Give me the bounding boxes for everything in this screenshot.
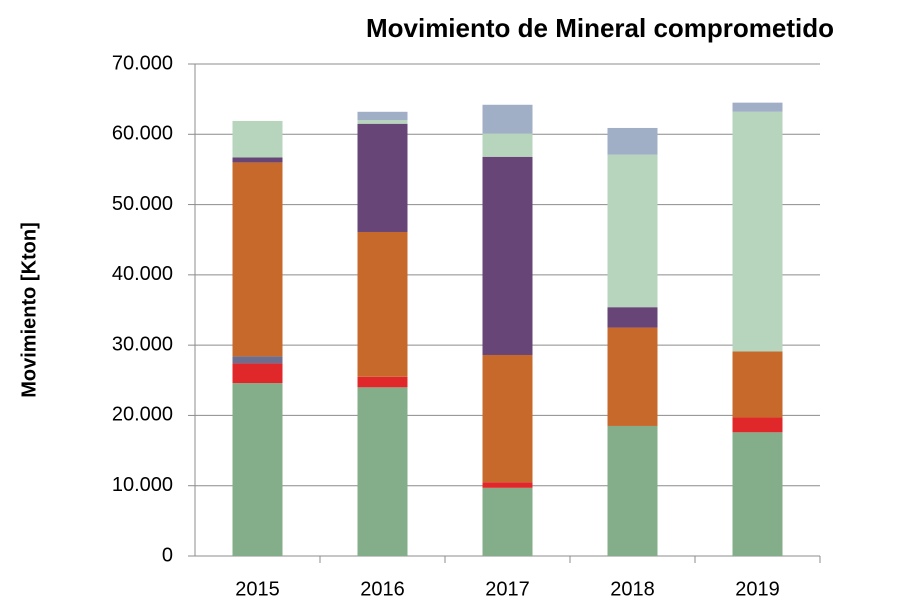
- bar-segment: [732, 102, 783, 112]
- y-tick-label: 10.000: [112, 474, 173, 496]
- bar-segment: [357, 376, 408, 388]
- bar-segment: [732, 432, 783, 556]
- bar-segment: [232, 383, 283, 556]
- bar-segment: [232, 162, 283, 357]
- bar-segment: [232, 363, 283, 384]
- x-tick-label: 2015: [235, 578, 280, 600]
- bar-segment: [357, 387, 408, 556]
- bar-segment: [357, 231, 408, 377]
- y-tick-label: 20.000: [112, 404, 173, 426]
- y-tick-label: 40.000: [112, 263, 173, 285]
- bar-segment: [482, 156, 533, 355]
- x-tick-label: 2016: [360, 578, 405, 600]
- bar-segment: [232, 157, 283, 163]
- y-tick-label: 0: [162, 544, 173, 566]
- y-tick-label: 60.000: [112, 123, 173, 145]
- x-tick-label: 2018: [610, 578, 655, 600]
- bar-segment: [732, 351, 783, 418]
- bar-segment: [607, 127, 658, 155]
- bar-segment: [732, 111, 783, 352]
- bar-segment: [357, 120, 408, 124]
- x-tick-label: 2019: [735, 578, 780, 600]
- bar-segment: [232, 356, 283, 364]
- bar-segment: [732, 417, 783, 433]
- bar-segment: [482, 487, 533, 556]
- bar-segment: [357, 111, 408, 121]
- bar-segment: [482, 104, 533, 134]
- chart-title: Movimiento de Mineral comprometido: [366, 13, 834, 43]
- bar-segment: [482, 354, 533, 483]
- y-tick-label: 70.000: [112, 52, 173, 74]
- y-tick-label: 30.000: [112, 333, 173, 355]
- y-axis-label: Movimiento [Kton]: [18, 222, 40, 398]
- bar-segment: [607, 154, 658, 308]
- bar-segment: [607, 307, 658, 328]
- bar-segment: [607, 327, 658, 426]
- bar-segment: [357, 123, 408, 232]
- bar-segment: [607, 425, 658, 556]
- bar-segment: [482, 133, 533, 157]
- y-tick-label: 50.000: [112, 193, 173, 215]
- bar-segment: [482, 482, 533, 488]
- bar-segment: [232, 120, 283, 158]
- x-tick-label: 2017: [485, 578, 530, 600]
